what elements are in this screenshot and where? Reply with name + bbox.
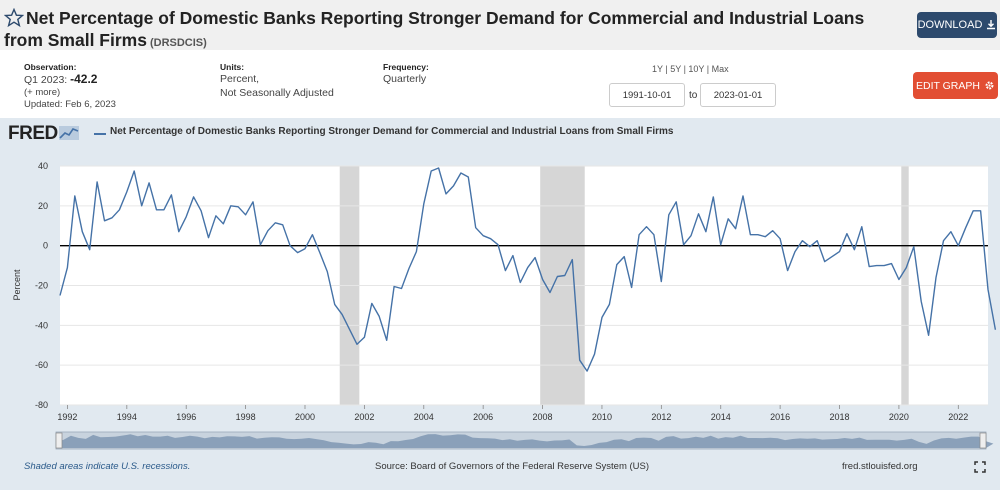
y-tick-label: -40 <box>35 320 48 330</box>
range-10y[interactable]: 10Y <box>688 64 705 74</box>
observation-value: -42.2 <box>70 72 98 86</box>
x-tick-label: 1994 <box>117 412 137 422</box>
x-tick-label: 2006 <box>473 412 493 422</box>
x-tick-label: 2022 <box>948 412 968 422</box>
range-max[interactable]: Max <box>711 64 729 74</box>
units-line2: Not Seasonally Adjusted <box>220 87 334 99</box>
x-tick-label: 1998 <box>236 412 256 422</box>
start-date-input[interactable]: 1991-10-01 <box>609 83 685 107</box>
observation-label: Observation: <box>24 62 77 72</box>
updated-date: Updated: Feb 6, 2023 <box>24 99 116 110</box>
observation-row: Q1 2023: -42.2 <box>24 72 97 87</box>
to-label: to <box>689 90 698 101</box>
y-tick-label: 40 <box>38 161 48 171</box>
fred-logo: FRED <box>8 123 79 145</box>
range-1y[interactable]: 1Y <box>652 64 663 74</box>
units-label: Units: <box>220 62 245 72</box>
gear-icon <box>985 81 994 90</box>
gridlines <box>60 165 988 406</box>
more-link[interactable]: (+ more) <box>24 87 61 98</box>
units-line1: Percent, <box>220 73 260 85</box>
x-tick-label: 2016 <box>770 412 790 422</box>
legend-label: Net Percentage of Domestic Banks Reporti… <box>110 126 674 137</box>
x-tick-label: 2000 <box>295 412 315 422</box>
star-icon[interactable] <box>4 8 24 28</box>
fred-graph-icon <box>58 126 79 140</box>
series-id: (DRSDCIS) <box>149 37 207 49</box>
x-tick-label: 2010 <box>592 412 612 422</box>
x-tick-label: 1992 <box>57 412 77 422</box>
x-tick-label: 2004 <box>414 412 434 422</box>
navigator-area <box>56 434 994 448</box>
end-date-input[interactable]: 2023-01-01 <box>700 83 776 107</box>
site-link[interactable]: fred.stlouisfed.org <box>842 461 918 472</box>
source-text: Source: Board of Governors of the Federa… <box>375 461 650 472</box>
y-tick-label: 0 <box>43 241 48 251</box>
range-5y[interactable]: 5Y <box>670 64 682 74</box>
edit-graph-button[interactable]: EDIT GRAPH <box>913 72 998 99</box>
y-tick-label: -20 <box>35 281 48 291</box>
legend-swatch <box>94 133 106 135</box>
range-links: 1Y | 5Y | 10Y | Max <box>652 64 729 74</box>
y-tick-label: 20 <box>38 201 48 211</box>
download-icon <box>987 20 996 30</box>
x-tick-label: 2018 <box>830 412 850 422</box>
x-tick-labels: 1992 1994 1996 1998 2000 2002 2004 2006 2008 2010… <box>57 405 968 422</box>
recession-note: Shaded areas indicate U.S. recessions. <box>24 461 191 472</box>
x-tick-label: 2014 <box>711 412 731 422</box>
observation-period: Q1 2023: <box>24 74 68 86</box>
x-tick-label: 2002 <box>354 412 374 422</box>
download-button[interactable]: DOWNLOAD <box>917 12 997 38</box>
line-chart: 40 20 0 -20 -40 -60 -80 1992 1994 1996 1998 2000 20… <box>12 161 997 450</box>
frequency-value: Quarterly <box>383 73 427 85</box>
fullscreen-icon[interactable] <box>974 461 986 473</box>
y-axis-label: Percent <box>12 269 22 301</box>
series-line <box>59 167 997 372</box>
slider-handle-right[interactable] <box>979 432 987 449</box>
slider-handle-left[interactable] <box>55 432 63 449</box>
x-tick-label: 1996 <box>176 412 196 422</box>
x-tick-label: 2012 <box>651 412 671 422</box>
y-tick-labels: 40 20 0 -20 -40 -60 -80 <box>35 161 48 410</box>
edit-graph-label: EDIT GRAPH <box>916 79 980 92</box>
title-bar <box>0 0 1000 50</box>
x-tick-label: 2008 <box>533 412 553 422</box>
page-title: Net Percentage of Domestic Banks Reporti… <box>4 7 904 54</box>
y-tick-label: -80 <box>35 400 48 410</box>
download-label: DOWNLOAD <box>917 19 983 31</box>
frequency-label: Frequency: <box>383 62 429 72</box>
title-text: Net Percentage of Domestic Banks Reporti… <box>4 8 865 50</box>
y-tick-label: -60 <box>35 360 48 370</box>
x-tick-label: 2020 <box>889 412 909 422</box>
fred-logo-text: FRED <box>8 123 58 144</box>
